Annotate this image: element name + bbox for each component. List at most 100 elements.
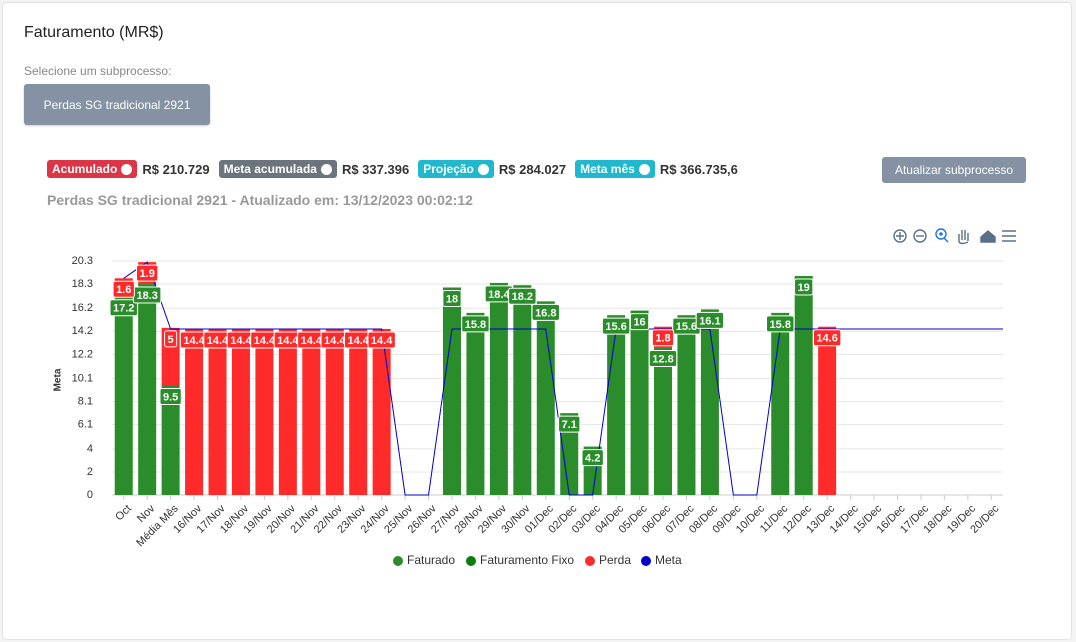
data-label: 14.4 bbox=[343, 331, 373, 349]
bar bbox=[489, 282, 508, 495]
data-label-box bbox=[136, 264, 159, 282]
info-icon[interactable] bbox=[121, 163, 133, 175]
data-label-text: 18.3 bbox=[136, 290, 157, 302]
bar bbox=[466, 312, 485, 495]
data-label-text: 4.2 bbox=[585, 452, 600, 464]
data-label: 18.4 bbox=[484, 285, 514, 303]
data-label-box bbox=[159, 387, 182, 405]
select-label: Selecione um subprocesso: bbox=[24, 64, 172, 78]
data-label-box bbox=[651, 329, 675, 347]
y-tick-label: 20.3 bbox=[72, 255, 93, 267]
kpi-value: R$ 366.735,6 bbox=[659, 161, 738, 177]
kpi-label: Meta mês bbox=[580, 162, 635, 176]
data-label-box bbox=[766, 315, 795, 333]
toolbar[interactable] bbox=[893, 228, 1016, 245]
bar bbox=[185, 329, 204, 495]
data-label-box bbox=[508, 287, 537, 305]
data-label-text: 16 bbox=[633, 316, 645, 328]
legend-label: Meta bbox=[655, 553, 682, 567]
bar bbox=[513, 285, 532, 495]
y-tick-label: 12.2 bbox=[72, 348, 93, 360]
data-label-text: 18 bbox=[446, 293, 458, 305]
data-label: 7.1 bbox=[558, 415, 581, 433]
info-icon[interactable] bbox=[638, 163, 650, 175]
data-label: 12.8 bbox=[648, 349, 678, 367]
data-label-box bbox=[812, 329, 842, 347]
data-label: 18.2 bbox=[508, 287, 537, 305]
data-label-text: 15.6 bbox=[676, 321, 697, 333]
bar bbox=[138, 284, 157, 495]
kpi-label: Meta acumulada bbox=[223, 162, 317, 176]
info-icon[interactable] bbox=[320, 163, 332, 175]
y-axis-label: Meta bbox=[53, 368, 64, 391]
bar bbox=[771, 312, 790, 495]
data-label: 9.5 bbox=[159, 387, 182, 405]
title: Faturamento (MR$) bbox=[24, 24, 164, 41]
data-label-text: 5 bbox=[168, 334, 174, 346]
data-label-box bbox=[695, 311, 725, 329]
x-tick-label: Oct bbox=[113, 503, 134, 524]
data-label-box bbox=[367, 331, 396, 349]
legend-label: Faturado bbox=[407, 553, 455, 567]
kpi-value: R$ 337.396 bbox=[341, 161, 410, 177]
y-tick-label: 0 bbox=[87, 489, 93, 501]
data-label: 16.8 bbox=[531, 303, 560, 321]
y-tick-label: 2 bbox=[87, 466, 93, 478]
data-label: 17.2 bbox=[109, 299, 138, 317]
data-label: 15.8 bbox=[766, 315, 795, 333]
data-label: 15.8 bbox=[461, 315, 490, 333]
kpi-value: R$ 284.027 bbox=[498, 161, 567, 177]
kpi-badge: Meta mês bbox=[575, 160, 655, 178]
data-label-text: 17.2 bbox=[113, 303, 134, 315]
bar bbox=[255, 329, 274, 495]
data-label-text: 14.4 bbox=[230, 335, 252, 347]
kpi-row: Acumulado R$ 210.729 Meta acumulada R$ 337… bbox=[47, 160, 742, 178]
y-tick-label: 14.2 bbox=[72, 325, 93, 337]
data-label: 14.4 bbox=[367, 331, 396, 349]
data-label-box bbox=[112, 280, 135, 298]
subprocess-button[interactable]: Perdas SG tradicional 2921 bbox=[24, 84, 210, 125]
y-tick-label: 16.2 bbox=[72, 302, 93, 314]
data-label: 18.3 bbox=[132, 286, 162, 304]
data-label-box bbox=[794, 278, 814, 296]
legend-marker bbox=[585, 556, 595, 566]
data-label: 16.1 bbox=[695, 311, 725, 329]
bar bbox=[325, 329, 344, 495]
data-label: 1.8 bbox=[651, 329, 675, 347]
data-label-text: 1.8 bbox=[655, 333, 670, 345]
data-label-text: 14.4 bbox=[183, 335, 205, 347]
data-label-text: 14.4 bbox=[347, 335, 369, 347]
update-button[interactable]: Atualizar subprocesso bbox=[882, 157, 1026, 183]
bar bbox=[794, 275, 813, 495]
y-tick-label: 4 bbox=[87, 443, 93, 455]
bar bbox=[818, 326, 837, 495]
data-label: 4.2 bbox=[581, 449, 604, 467]
bar bbox=[208, 329, 227, 495]
bar bbox=[372, 329, 391, 495]
data-label: 14.4 bbox=[297, 331, 326, 349]
bar bbox=[560, 413, 579, 495]
data-label: 16 bbox=[629, 313, 650, 331]
data-label-text: 16.8 bbox=[535, 307, 556, 319]
bar bbox=[302, 329, 321, 495]
data-label-text: 18.4 bbox=[488, 289, 510, 301]
bar bbox=[349, 329, 368, 495]
data-label: 14.4 bbox=[273, 331, 303, 349]
data-label-box bbox=[558, 415, 581, 433]
bar bbox=[607, 315, 626, 495]
data-label: 14.4 bbox=[226, 331, 256, 349]
kpi-badge: Acumulado bbox=[47, 160, 138, 178]
data-label-text: 14.4 bbox=[324, 335, 346, 347]
data-label-box bbox=[581, 449, 604, 467]
data-label: 14.4 bbox=[320, 331, 349, 349]
data-label-text: 14.4 bbox=[254, 335, 276, 347]
info-icon[interactable] bbox=[477, 163, 489, 175]
kpi-label: Projeção bbox=[423, 162, 474, 176]
data-label-text: 19 bbox=[798, 282, 810, 294]
kpi-label: Acumulado bbox=[52, 162, 118, 176]
data-label: 14.6 bbox=[812, 329, 842, 347]
subtitle: Perdas SG tradicional 2921 - Atualizado … bbox=[47, 192, 473, 208]
data-label: 1.9 bbox=[136, 264, 159, 282]
kpi-badge: Projeção bbox=[418, 160, 494, 178]
data-label: 15.6 bbox=[672, 317, 701, 335]
